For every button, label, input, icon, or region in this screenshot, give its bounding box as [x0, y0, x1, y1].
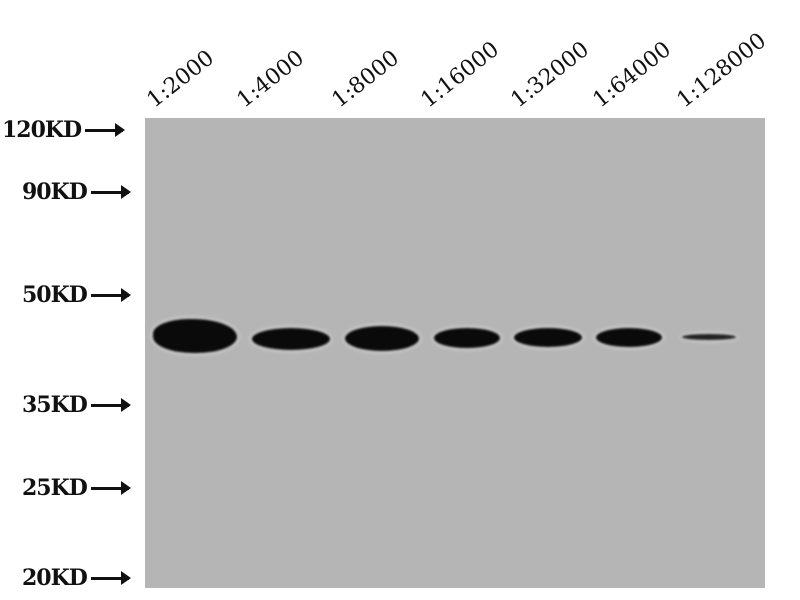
- marker: 90KD: [22, 179, 131, 205]
- lane-label: 1:2000: [142, 45, 219, 113]
- lane-label: 1:16000: [416, 37, 505, 113]
- band-lane-5: [514, 328, 582, 347]
- lane-label: 1:8000: [327, 45, 404, 113]
- marker: 20KD: [22, 565, 131, 591]
- marker-label: 20KD: [22, 565, 88, 591]
- arrow-icon: [90, 287, 131, 302]
- marker-label: 35KD: [22, 392, 88, 418]
- marker: 35KD: [22, 392, 131, 418]
- lane-label: 1:128000: [672, 28, 772, 113]
- band-lane-6: [596, 328, 662, 347]
- marker-label: 120KD: [2, 117, 82, 143]
- band-lane-4: [434, 328, 500, 348]
- marker-label: 90KD: [22, 179, 88, 205]
- arrow-icon: [90, 570, 131, 585]
- marker-label: 25KD: [22, 475, 88, 501]
- marker: 120KD: [2, 117, 126, 143]
- lane-label: 1:32000: [506, 37, 595, 113]
- arrow-icon: [85, 122, 126, 137]
- band-lane-3: [345, 326, 419, 351]
- marker-label: 50KD: [22, 282, 88, 308]
- arrow-icon: [90, 397, 131, 412]
- band-lane-1: [153, 319, 237, 353]
- arrow-icon: [90, 184, 131, 199]
- marker: 50KD: [22, 282, 131, 308]
- lane-label: 1:4000: [232, 45, 309, 113]
- blot-membrane: [145, 118, 765, 588]
- lane-label: 1:64000: [588, 37, 677, 113]
- band-lane-7: [682, 334, 736, 340]
- band-lane-2: [252, 328, 330, 350]
- arrow-icon: [90, 480, 131, 495]
- marker: 25KD: [22, 475, 131, 501]
